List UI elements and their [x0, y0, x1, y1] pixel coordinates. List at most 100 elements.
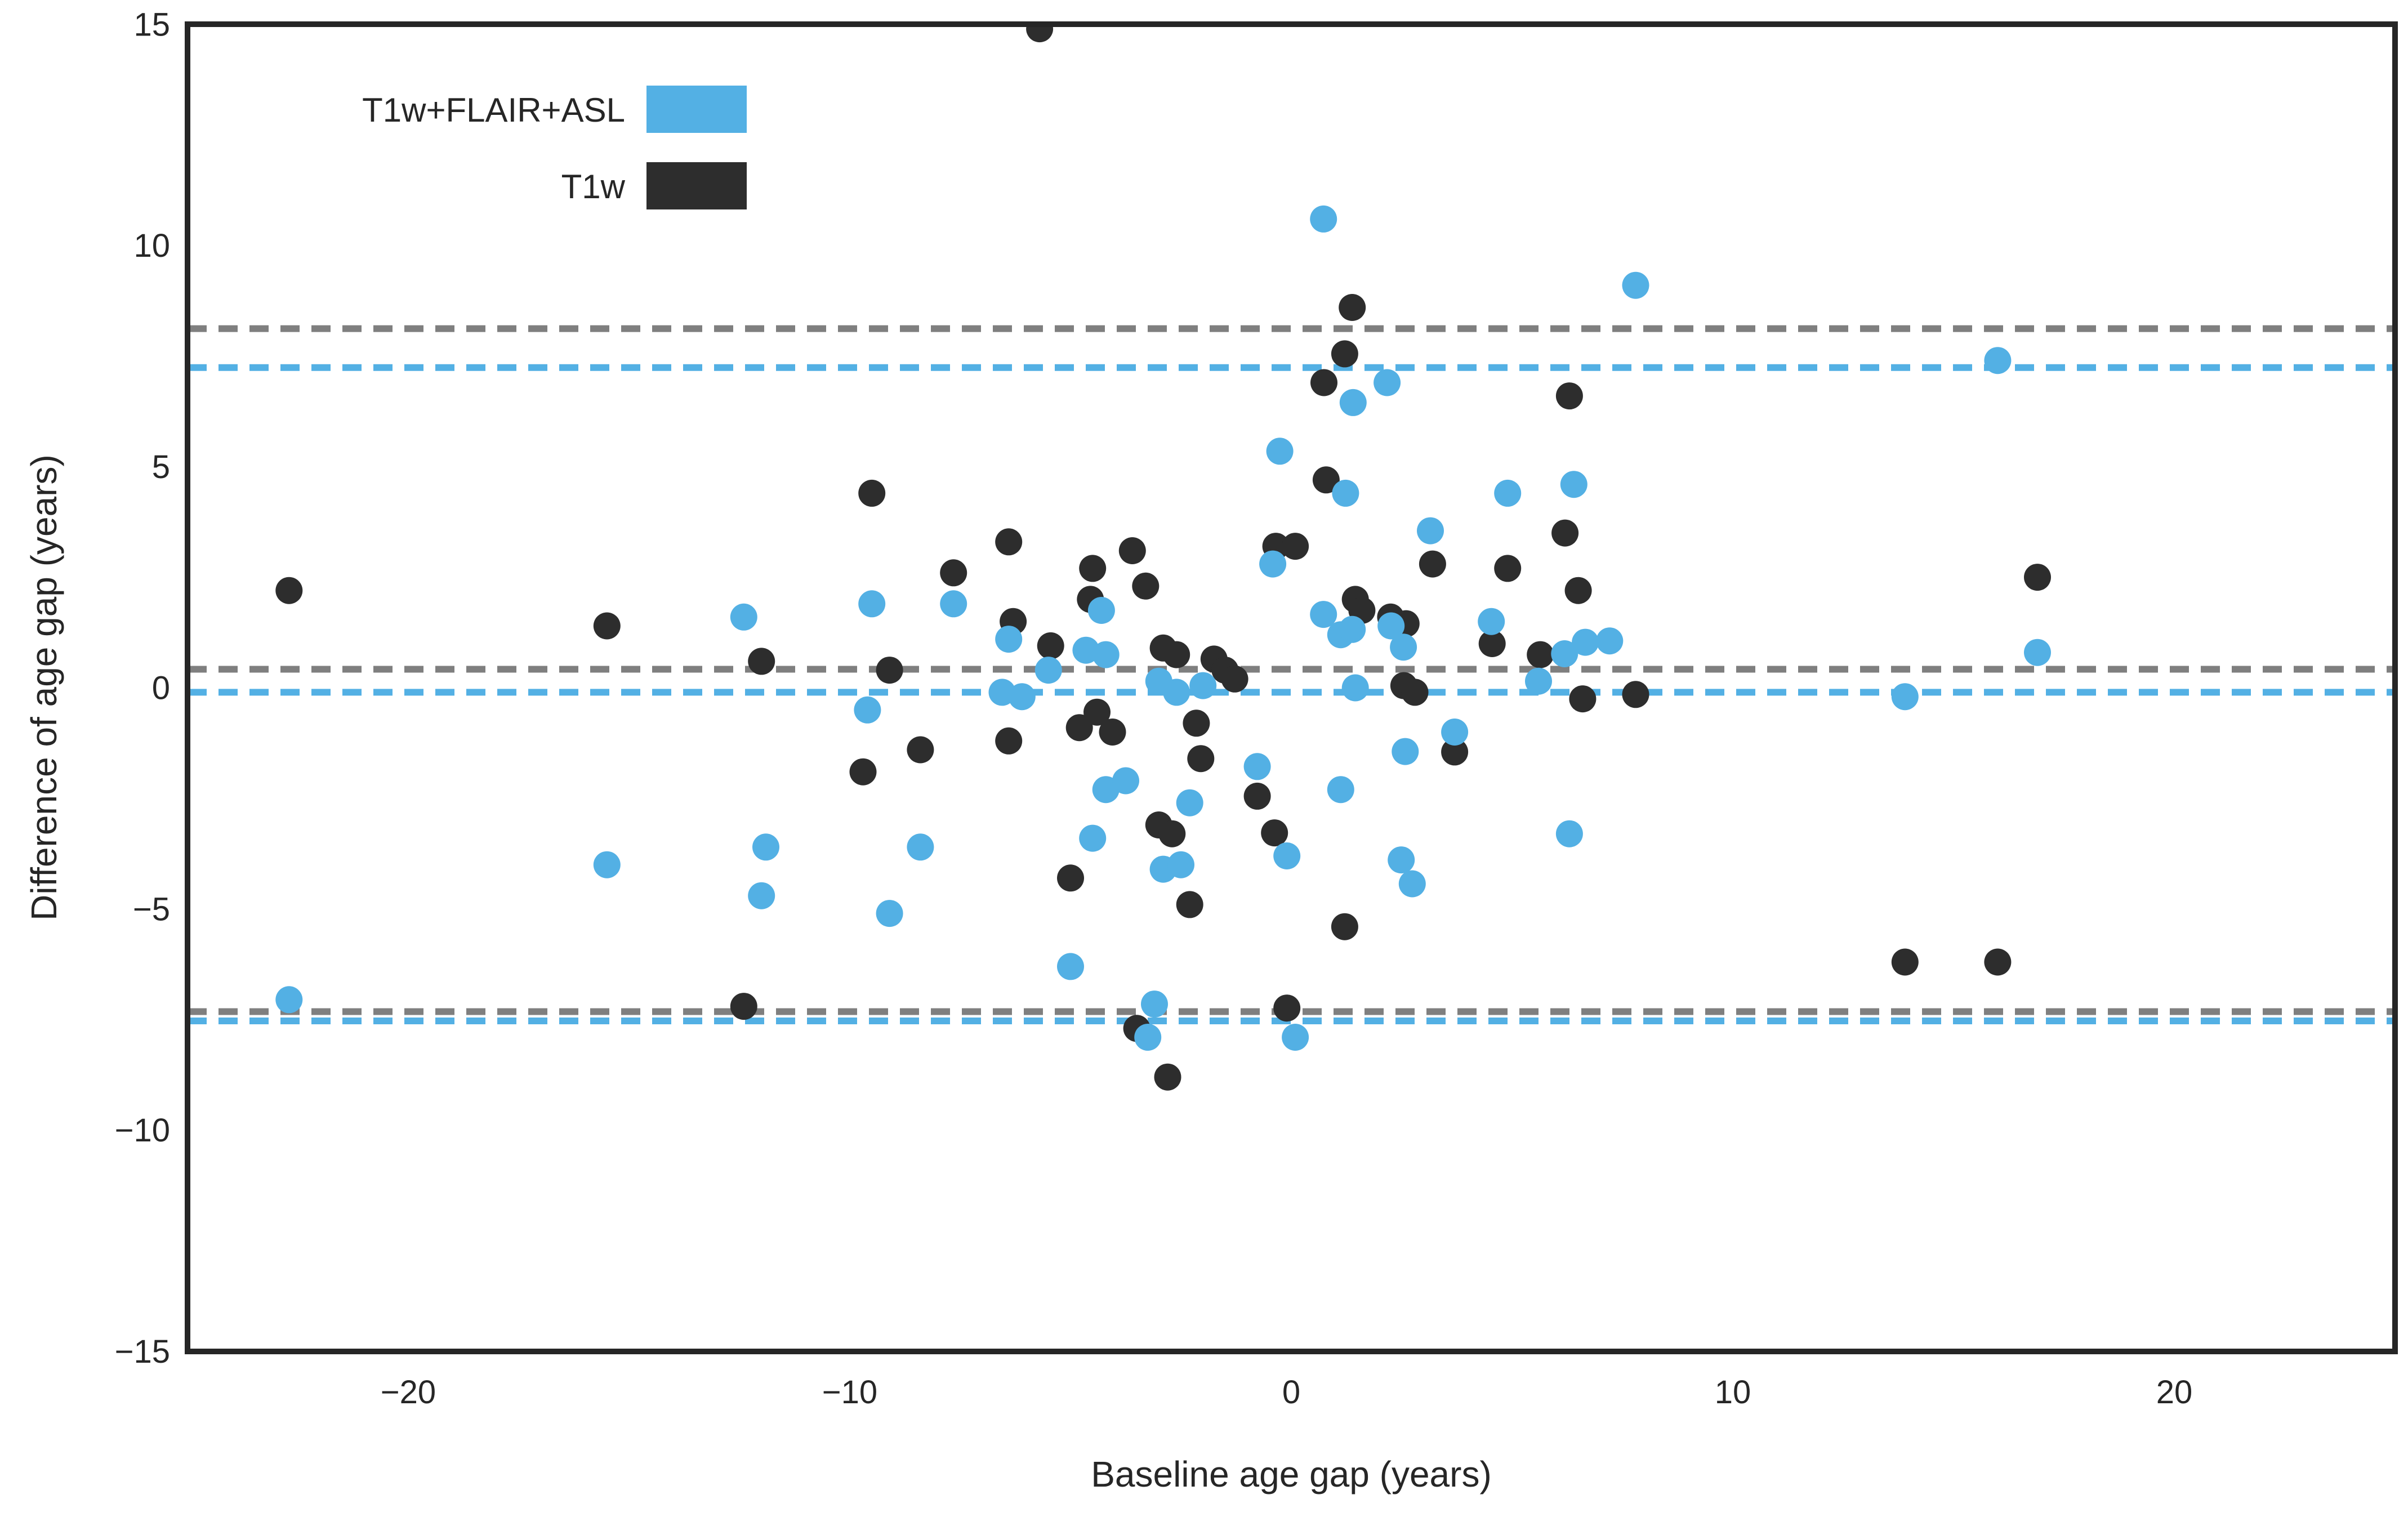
scatter-point-t1w-flair-asl — [1339, 389, 1367, 416]
scatter-point-t1w — [1154, 1063, 1181, 1091]
scatter-point-t1w — [1099, 719, 1126, 746]
tick-labels-group: −20 −10 0 10 20 15 10 5 0 −5 −10 −15 — [115, 6, 2193, 1411]
scatter-point-t1w-flair-asl — [876, 900, 903, 927]
y-axis-title: Difference of age gap (years) — [24, 454, 64, 921]
scatter-point-t1w-flair-asl — [1417, 517, 1444, 545]
scatter-point-t1w — [1478, 630, 1506, 657]
legend-swatch-t1w — [646, 162, 747, 209]
scatter-point-t1w-flair-asl — [1087, 597, 1115, 624]
scatter-point-t1w — [1079, 555, 1107, 582]
legend-swatch-t1w-flair-asl — [646, 86, 747, 133]
scatter-point-t1w-flair-asl — [1390, 633, 1417, 661]
scatter-point-t1w-flair-asl — [907, 833, 934, 861]
scatter-point-t1w — [1569, 685, 1597, 713]
scatter-point-t1w-flair-asl — [1134, 1024, 1162, 1051]
scatter-point-t1w-flair-asl — [858, 590, 886, 618]
scatter-point-t1w-flair-asl — [1984, 347, 2012, 374]
scatter-point-t1w-flair-asl — [1327, 776, 1354, 804]
scatter-point-t1w-flair-asl — [1310, 205, 1337, 233]
scatter-point-t1w-flair-asl — [1034, 657, 1062, 684]
scatter-point-t1w — [1243, 782, 1271, 810]
reference-lines-group — [188, 325, 2395, 1024]
scatter-point-t1w — [748, 648, 775, 675]
scatter-point-t1w-flair-asl — [752, 833, 779, 861]
scatter-point-t1w-flair-asl — [1525, 667, 1552, 695]
scatter-point-t1w-flair-asl — [748, 882, 775, 909]
scatter-point-t1w — [593, 612, 621, 640]
scatter-point-t1w — [1261, 819, 1288, 847]
scatter-point-t1w — [1555, 382, 1583, 410]
scatter-point-t1w-flair-asl — [1341, 674, 1369, 702]
legend-label-t1w-flair-asl: T1w+FLAIR+ASL — [362, 91, 625, 129]
scatter-point-t1w — [876, 657, 903, 684]
scatter-point-t1w-flair-asl — [1388, 846, 1415, 874]
scatter-point-t1w — [1118, 537, 1146, 564]
scatter-point-t1w — [1221, 665, 1248, 693]
scatter-point-t1w-flair-asl — [1374, 369, 1401, 396]
y-tick-label: 0 — [152, 670, 170, 707]
y-tick-label: 15 — [133, 6, 170, 43]
scatter-point-t1w — [995, 528, 1023, 556]
scatter-point-t1w — [1282, 533, 1309, 560]
y-tick-label: −15 — [115, 1333, 170, 1370]
scatter-point-t1w-flair-asl — [995, 626, 1023, 653]
scatter-point-t1w-flair-asl — [1273, 842, 1301, 869]
scatter-point-t1w-flair-asl — [854, 696, 881, 724]
scatter-point-t1w-flair-asl — [1555, 820, 1583, 847]
scatter-point-t1w-flair-asl — [1243, 753, 1271, 780]
scatter-point-t1w-flair-asl — [1572, 628, 1599, 656]
scatter-point-t1w — [995, 727, 1023, 755]
scatter-point-t1w — [1419, 550, 1446, 578]
scatter-point-t1w-flair-asl — [1622, 271, 1649, 299]
scatter-point-t1w — [1183, 710, 1210, 737]
scatter-point-t1w — [1441, 738, 1469, 766]
scatter-point-t1w — [1891, 948, 1919, 976]
scatter-point-t1w-flair-asl — [1310, 601, 1337, 628]
scatter-point-t1w-flair-asl — [1079, 824, 1107, 852]
scatter-point-t1w — [1037, 632, 1064, 659]
scatter-point-t1w-flair-asl — [1141, 990, 1168, 1018]
scatter-point-t1w — [1312, 466, 1340, 494]
scatter-point-t1w-flair-asl — [1891, 683, 1919, 711]
scatter-point-t1w-flair-asl — [1392, 738, 1419, 765]
scatter-point-t1w-flair-asl — [1008, 683, 1036, 711]
scatter-point-t1w — [940, 559, 967, 587]
axes-border — [185, 21, 2398, 1354]
scatter-point-t1w-flair-asl — [1332, 479, 1359, 507]
x-tick-label: 10 — [1715, 1374, 1751, 1411]
y-tick-label: −10 — [115, 1112, 170, 1149]
scatter-point-t1w-flair-asl — [940, 590, 967, 618]
scatter-point-t1w — [1273, 994, 1301, 1022]
scatter-point-t1w-flair-asl — [1057, 953, 1084, 980]
scatter-point-t1w-flair-asl — [1189, 672, 1217, 699]
scatter-point-t1w-flair-asl — [593, 851, 621, 878]
scatter-point-t1w — [1083, 698, 1111, 726]
scatter-point-t1w — [1026, 24, 1054, 43]
y-tick-label: −5 — [133, 891, 170, 927]
x-tick-label: −10 — [822, 1374, 877, 1411]
scatter-point-t1w-flair-asl — [1441, 719, 1469, 746]
x-axis-title: Baseline age gap (years) — [1091, 1454, 1492, 1494]
x-tick-label: 0 — [1282, 1374, 1300, 1411]
scatter-point-t1w — [1551, 519, 1579, 547]
scatter-point-t1w-flair-asl — [730, 603, 757, 631]
legend-label-t1w: T1w — [561, 168, 626, 206]
scatter-point-t1w — [1494, 555, 1522, 582]
scatter-point-t1w — [907, 736, 934, 764]
scatter-point-t1w — [1564, 577, 1592, 604]
scatter-point-t1w-flair-asl — [1259, 550, 1287, 578]
scatter-point-t1w — [1187, 745, 1215, 773]
scatter-point-t1w — [1176, 891, 1203, 918]
scatter-point-t1w-flair-asl — [1596, 627, 1624, 655]
scatter-point-t1w — [2024, 564, 2051, 591]
scatter-points-group — [275, 24, 2051, 1091]
scatter-point-t1w-flair-asl — [1282, 1024, 1309, 1051]
scatter-point-t1w — [730, 993, 757, 1020]
scatter-point-t1w — [1310, 369, 1337, 396]
scatter-point-t1w — [1065, 714, 1093, 742]
scatter-point-t1w — [1984, 948, 2012, 976]
scatter-point-t1w-flair-asl — [1494, 479, 1522, 507]
scatter-point-t1w-flair-asl — [1266, 438, 1294, 465]
y-tick-label: 5 — [152, 449, 170, 485]
